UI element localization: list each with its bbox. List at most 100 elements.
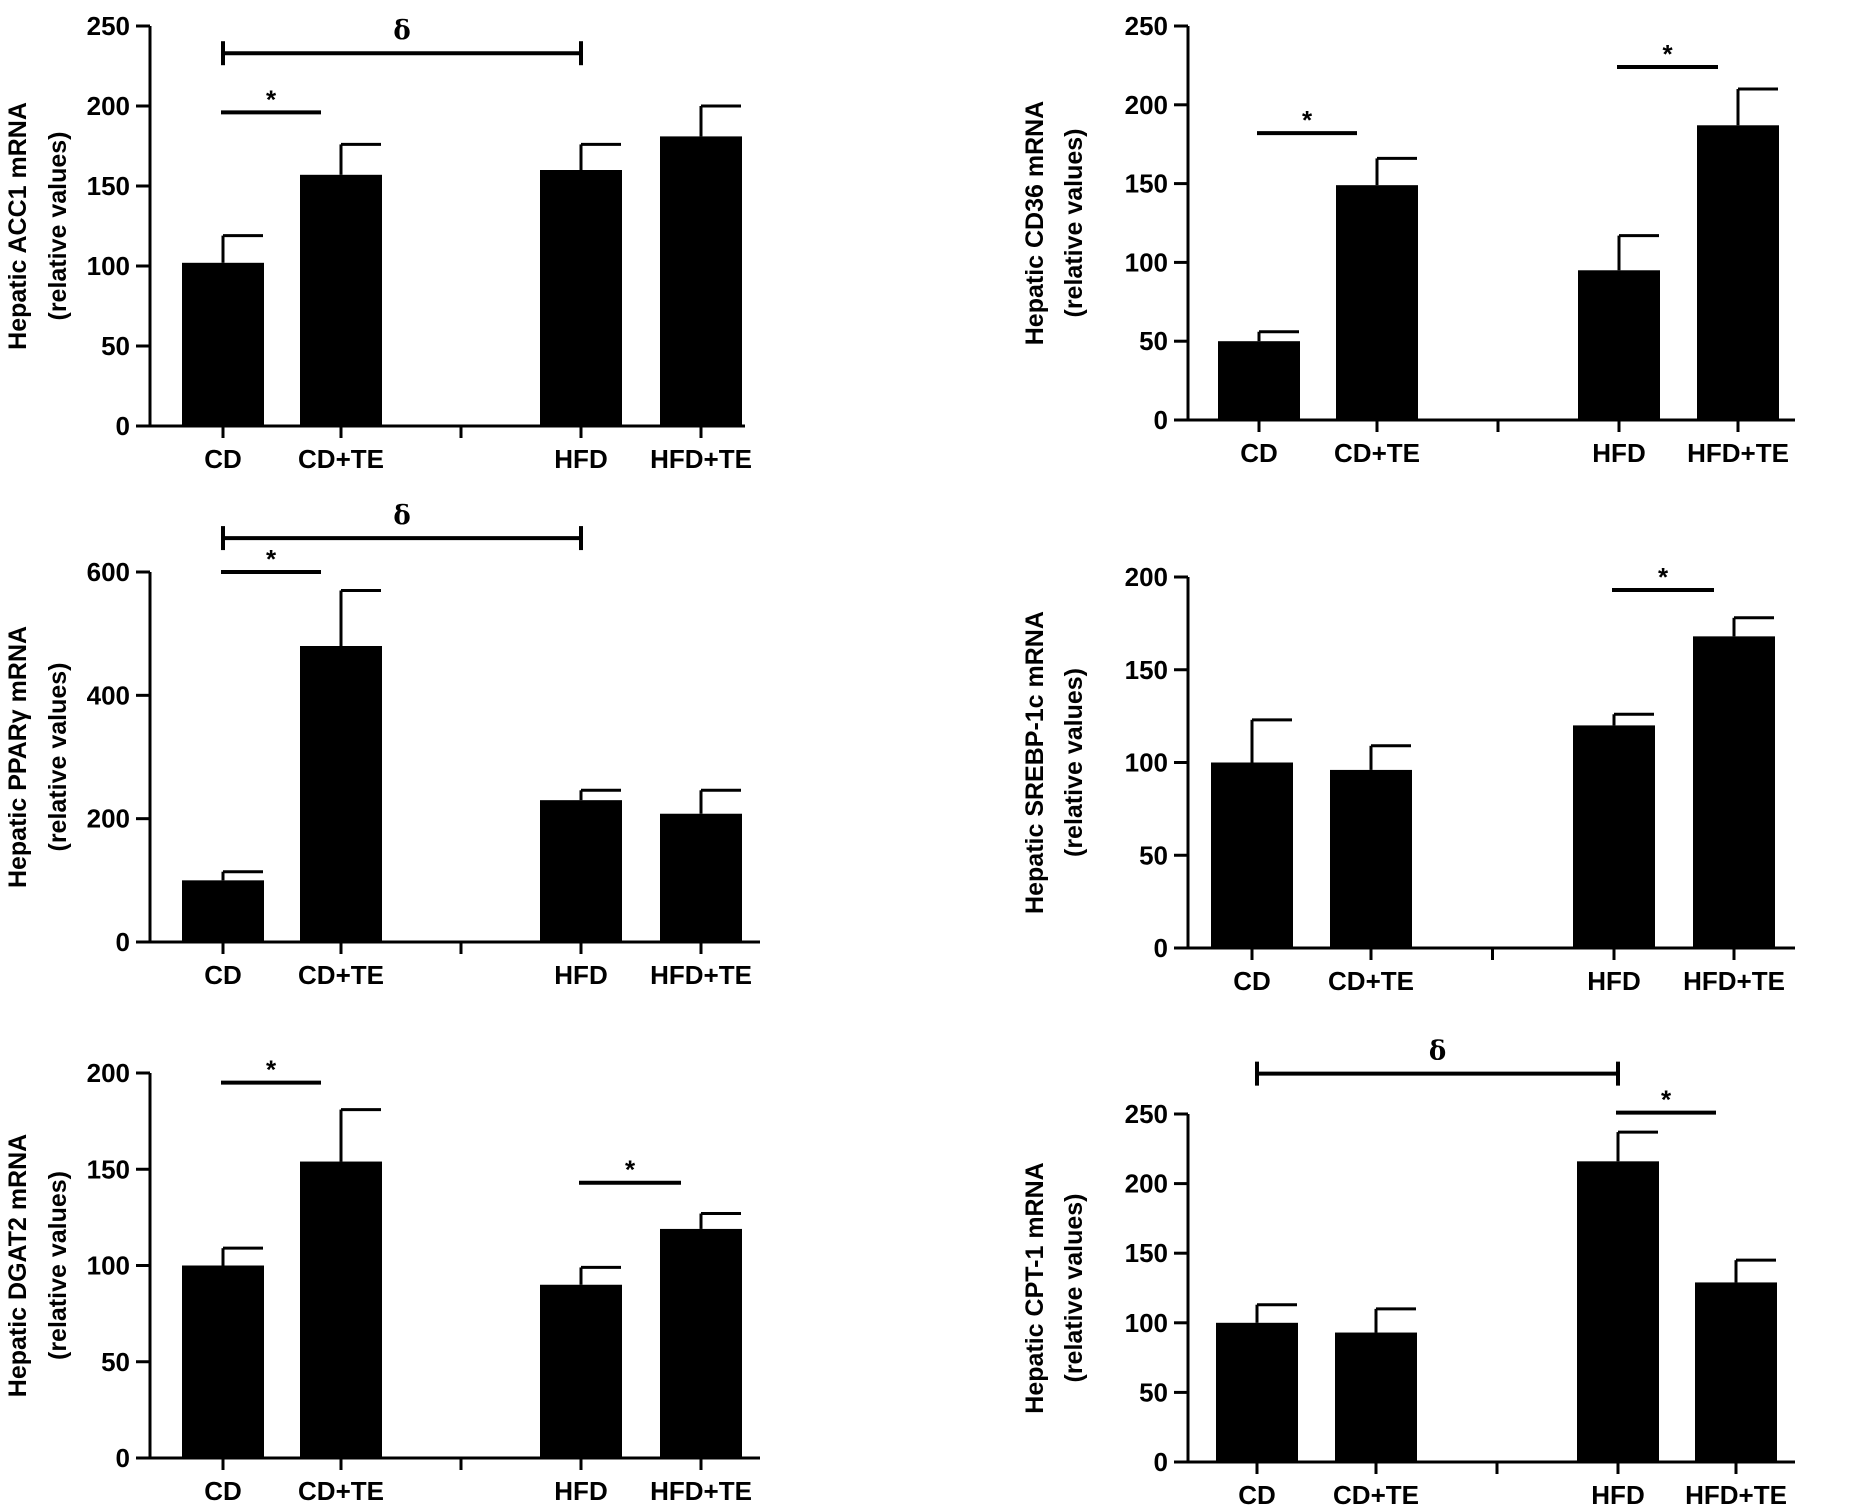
- y-axis-label: (relative values): [1060, 668, 1088, 857]
- y-tick-label: 50: [1139, 840, 1168, 870]
- significance-label: *: [625, 1155, 636, 1185]
- bar-cd-plus-te: [1330, 769, 1412, 948]
- bar-cd: [182, 1265, 264, 1458]
- y-axis-label: (relative values): [44, 132, 72, 321]
- bar-cd-plus-te: [1336, 185, 1418, 420]
- x-category-label: HFD: [1587, 966, 1640, 996]
- x-category-label: CD: [204, 444, 242, 474]
- y-tick-label: 100: [1125, 247, 1168, 277]
- bar-hfd-plus-te: [1697, 125, 1779, 421]
- y-tick-label: 100: [87, 251, 130, 281]
- y-axis-label: (relative values): [44, 1171, 72, 1360]
- chart-panel-4: 0 50 100 150 200 CD CD+TE HFD HFD+TE * Hepatic SRE…: [1021, 562, 1795, 996]
- x-category-label: CD+TE: [298, 960, 384, 990]
- y-axis-label: (relative values): [44, 663, 72, 852]
- x-category-label: HFD: [1591, 1480, 1644, 1509]
- y-tick-label: 250: [87, 11, 130, 41]
- significance-label: *: [266, 1055, 277, 1085]
- bar-cd: [1216, 1322, 1298, 1462]
- x-category-label: HFD: [554, 1476, 607, 1506]
- y-tick-label: 100: [1125, 1308, 1168, 1338]
- x-category-label: HFD: [1592, 438, 1645, 468]
- y-axis-label: Hepatic ACC1 mRNA: [4, 102, 32, 350]
- y-axis-label: (relative values): [1060, 129, 1088, 318]
- x-category-label: HFD+TE: [1683, 966, 1785, 996]
- bar-hfd-plus-te: [660, 813, 742, 942]
- y-tick-label: 50: [101, 1347, 130, 1377]
- y-tick-label: 50: [1139, 1377, 1168, 1407]
- x-category-label: HFD+TE: [650, 1476, 752, 1506]
- significance-label: δ: [1429, 1037, 1446, 1067]
- bar-cd: [1211, 762, 1293, 948]
- bar-cd-plus-te: [300, 174, 382, 426]
- chart-panel-5: 0 50 100 150 200 CD CD+TE HFD HFD+TE * * Hepatic DG…: [4, 1055, 760, 1506]
- chart-panel-3: 0 200 400 600 CD CD+TE HFD HFD+TE * δ Hepatic PPAR…: [4, 501, 760, 990]
- chart-panel-6: 0 50 100 150 200 250 CD CD+TE HFD HFD+TE * δ Hepatic…: [1021, 1037, 1795, 1509]
- bar-cd-plus-te: [1335, 1332, 1417, 1462]
- y-tick-label: 150: [87, 1154, 130, 1184]
- y-tick-label: 0: [116, 1443, 130, 1473]
- x-category-label: CD+TE: [298, 1476, 384, 1506]
- y-tick-label: 400: [87, 680, 130, 710]
- y-tick-label: 150: [1125, 655, 1168, 685]
- y-axis-label: Hepatic PPARγ mRNA: [4, 626, 32, 888]
- x-category-label: CD+TE: [1328, 966, 1414, 996]
- y-axis-label: Hepatic SREBP-1c mRNA: [1021, 611, 1049, 914]
- y-tick-label: 50: [1139, 326, 1168, 356]
- x-category-label: CD: [1240, 438, 1278, 468]
- significance-label: *: [1658, 562, 1669, 592]
- y-axis-label: Hepatic CD36 mRNA: [1021, 101, 1049, 346]
- y-tick-label: 0: [1154, 933, 1168, 963]
- y-tick-label: 0: [116, 927, 130, 957]
- y-tick-label: 100: [87, 1251, 130, 1281]
- y-tick-label: 0: [1154, 405, 1168, 435]
- y-tick-label: 100: [1125, 748, 1168, 778]
- significance-label: *: [1302, 105, 1313, 135]
- x-category-label: CD+TE: [1333, 1480, 1419, 1509]
- y-tick-label: 200: [87, 1058, 130, 1088]
- y-axis-label: Hepatic DGAT2 mRNA: [4, 1134, 32, 1397]
- x-category-label: CD: [1233, 966, 1271, 996]
- bar-hfd: [1573, 725, 1655, 948]
- y-tick-label: 200: [1125, 562, 1168, 592]
- x-category-label: HFD+TE: [1685, 1480, 1787, 1509]
- bar-hfd-plus-te: [660, 136, 742, 426]
- y-tick-label: 150: [87, 171, 130, 201]
- y-tick-label: 600: [87, 557, 130, 587]
- x-category-label: HFD+TE: [650, 960, 752, 990]
- y-tick-label: 150: [1125, 169, 1168, 199]
- significance-label: δ: [393, 501, 410, 531]
- y-tick-label: 0: [116, 411, 130, 441]
- x-category-label: HFD+TE: [1687, 438, 1789, 468]
- y-tick-label: 200: [87, 804, 130, 834]
- x-category-label: CD: [1238, 1480, 1276, 1509]
- x-category-label: CD+TE: [1334, 438, 1420, 468]
- x-category-label: CD: [204, 960, 242, 990]
- significance-label: *: [266, 544, 277, 574]
- y-tick-label: 0: [1154, 1447, 1168, 1477]
- bar-cd-plus-te: [300, 1161, 382, 1458]
- significance-label: δ: [393, 16, 410, 46]
- bar-hfd-plus-te: [1693, 636, 1775, 948]
- y-tick-label: 200: [1125, 90, 1168, 120]
- bar-cd: [182, 880, 264, 942]
- chart-panel-2: 0 50 100 150 200 250 CD CD+TE HFD HFD+TE * * Hepatic…: [1021, 11, 1795, 468]
- x-category-label: CD: [204, 1476, 242, 1506]
- y-tick-label: 200: [1125, 1169, 1168, 1199]
- x-category-label: HFD: [554, 960, 607, 990]
- y-tick-label: 150: [1125, 1238, 1168, 1268]
- significance-label: *: [1662, 39, 1673, 69]
- x-category-label: CD+TE: [298, 444, 384, 474]
- y-tick-label: 250: [1125, 11, 1168, 41]
- y-tick-label: 250: [1125, 1099, 1168, 1129]
- y-axis-label: Hepatic CPT-1 mRNA: [1021, 1162, 1049, 1413]
- x-category-label: HFD: [554, 444, 607, 474]
- bar-cd-plus-te: [300, 646, 382, 942]
- bar-hfd: [1578, 270, 1660, 420]
- bar-hfd-plus-te: [1695, 1282, 1777, 1462]
- bar-hfd: [540, 800, 622, 942]
- bar-hfd: [1577, 1161, 1659, 1462]
- bar-cd: [1218, 341, 1300, 420]
- y-axis-label: (relative values): [1060, 1194, 1088, 1383]
